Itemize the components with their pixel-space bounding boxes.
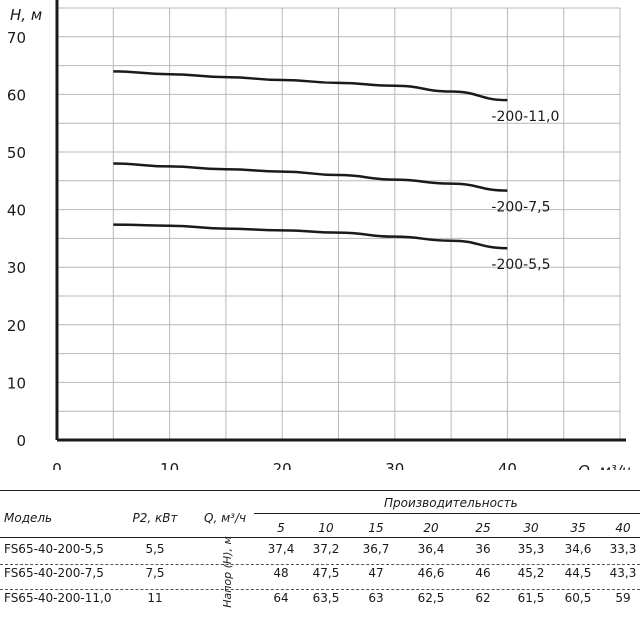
y-tick-label: 30	[7, 259, 26, 277]
head-value: 34,6	[564, 542, 592, 556]
head-value: 44,5	[564, 566, 592, 580]
flow-value: 40	[615, 521, 631, 535]
head-value: 63,5	[312, 591, 340, 605]
head-label: Напор (Н), м	[221, 536, 234, 608]
y-tick-labels: 0 10 20 30 40 50 60 70	[7, 29, 26, 450]
head-value: 37,2	[312, 542, 340, 556]
head-value: 60,5	[564, 591, 592, 605]
head-value: 63	[368, 591, 384, 605]
head-value: 62	[475, 591, 491, 605]
head-value: 62,5	[417, 591, 445, 605]
y-tick-label: 20	[7, 317, 26, 335]
head-value: 36,4	[417, 542, 445, 556]
x-tick-label: 30	[385, 460, 404, 470]
x-axis-title: Q, м³/ч	[578, 462, 631, 470]
head-value: 33,3	[609, 542, 637, 556]
head-value: 59	[615, 591, 631, 605]
head-value: 45,2	[517, 566, 545, 580]
head-value: 61,5	[517, 591, 545, 605]
model-name: FS65-40-200-5,5	[4, 542, 104, 556]
head-value: 35,3	[517, 542, 545, 556]
header-power: P2, кВт	[132, 511, 178, 525]
model-name: FS65-40-200-7,5	[4, 566, 104, 580]
chart-axes	[55, 0, 626, 442]
head-value: 47	[368, 566, 384, 580]
curve-labels: -200-11,0 -200-7,5 -200-5,5	[491, 109, 559, 273]
curve-line	[113, 70, 508, 102]
x-tick-label: 0	[52, 460, 62, 470]
curve-line	[113, 223, 508, 250]
head-value: 46,6	[417, 566, 445, 580]
row-divider-2	[0, 589, 640, 590]
flow-value: 10	[318, 521, 334, 535]
header-flow: Q, м³/ч	[204, 511, 247, 525]
header-model: Модель	[4, 511, 53, 525]
x-tick-label: 20	[273, 460, 292, 470]
flow-value: 20	[423, 521, 439, 535]
head-value: 47,5	[312, 566, 340, 580]
curve-label: -200-7,5	[491, 200, 550, 216]
header-rule	[254, 513, 640, 514]
head-value: 36,7	[362, 542, 390, 556]
head-value: 64	[273, 591, 289, 605]
y-tick-label: 40	[7, 202, 26, 220]
y-axis-title: H, м	[10, 6, 42, 24]
x-tick-labels: 0 10 20 30 40	[52, 460, 517, 470]
curve-label: -200-11,0	[491, 109, 559, 125]
model-name: FS65-40-200-11,0	[4, 591, 112, 605]
flow-value: 30	[523, 521, 539, 535]
power-value: 11	[147, 591, 163, 605]
header-bottom-rule	[0, 537, 640, 538]
y-tick-label: 60	[7, 86, 26, 104]
head-value: 46	[475, 566, 491, 580]
head-value: 36	[475, 542, 491, 556]
power-value: 5,5	[145, 542, 165, 556]
y-tick-label: 50	[7, 144, 26, 162]
flow-value: 15	[368, 521, 384, 535]
y-tick-label: 10	[7, 374, 26, 392]
header-performance: Производительность	[384, 496, 518, 510]
curve-label: -200-5,5	[491, 257, 550, 273]
head-value: 43,3	[609, 566, 637, 580]
y-tick-label: 0	[16, 432, 26, 450]
table-top-rule	[0, 490, 640, 491]
performance-table: Модель P2, кВт Q, м³/ч Производительност…	[0, 484, 640, 617]
power-value: 7,5	[145, 566, 165, 580]
curve-line	[113, 162, 508, 192]
row-divider-1	[0, 564, 640, 565]
head-value: 37,4	[267, 542, 295, 556]
x-tick-label: 10	[160, 460, 179, 470]
x-tick-label: 40	[498, 460, 517, 470]
flow-value: 5	[277, 521, 285, 535]
flow-value: 35	[570, 521, 586, 535]
flow-value: 25	[475, 521, 491, 535]
head-value: 48	[273, 566, 289, 580]
y-tick-label: 70	[7, 29, 26, 47]
pump-curves	[113, 70, 508, 250]
